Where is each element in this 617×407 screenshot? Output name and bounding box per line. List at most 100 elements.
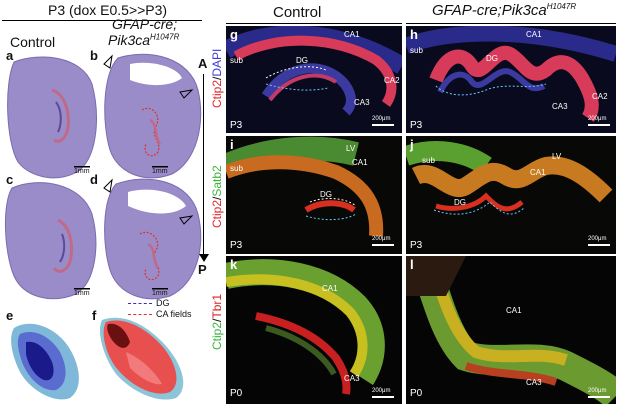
row1-ctip2: Ctip2 <box>210 79 224 108</box>
panel-h-letter: h <box>410 27 418 42</box>
left-mutant-header-line1: GFAP-cre; <box>112 16 178 32</box>
arrowhead-b-right <box>179 89 194 99</box>
panel-l-ca3: CA3 <box>526 378 542 387</box>
row2-sep: / <box>210 196 224 200</box>
panel-i-ca1: CA1 <box>352 158 368 167</box>
panel-j-image: j sub LV CA1 DG P3 200μm <box>406 136 616 254</box>
panel-g-image: g sub DG CA1 CA2 CA3 P3 200μm <box>226 26 402 133</box>
panel-k-age: P0 <box>230 388 243 399</box>
panel-h-age: P3 <box>410 120 423 131</box>
section-b <box>104 53 202 179</box>
legend-dg-label: DG <box>156 298 170 308</box>
panel-g-ca1: CA1 <box>344 30 360 39</box>
row2-ctip2: Ctip2 <box>210 199 224 228</box>
panel-j-letter: j <box>410 137 414 152</box>
section-a-hippocampus <box>51 88 70 143</box>
arrowhead-d-right <box>179 215 194 225</box>
panel-i-age: P3 <box>230 240 243 251</box>
panel-h-ca2: CA2 <box>592 92 608 101</box>
legend-ca-label: CA fields <box>156 309 192 319</box>
panel-l-letter: l <box>410 257 414 272</box>
panel-h-ca3: CA3 <box>552 102 568 111</box>
right-control-underline <box>226 23 402 24</box>
scale-label-c: 1mm <box>74 290 90 297</box>
panel-l-image: l CA1 CA3 P0 200μm <box>406 256 616 404</box>
nissl-sections <box>5 53 202 300</box>
panel-i-letter: i <box>230 137 234 152</box>
section-b-ca-fields <box>141 107 160 157</box>
arrowhead-d-top <box>103 178 113 193</box>
panel-h-dg: DG <box>486 54 498 63</box>
title-underline <box>2 20 202 21</box>
panel-k-ca1: CA1 <box>322 284 338 293</box>
left-mutant-gene: Pik3ca <box>108 32 151 48</box>
panel-label-b: b <box>90 48 98 63</box>
panel-l-scale: 200μm <box>588 388 607 394</box>
axis-posterior-label: P <box>198 262 207 277</box>
left-mutant-header-line2: Pik3caH1047R <box>108 32 179 48</box>
right-mutant-header: GFAP-cre;Pik3caH1047R <box>432 2 576 19</box>
panel-i-dg: DG <box>320 190 332 199</box>
reconstruction-e <box>11 323 79 400</box>
panel-k-letter: k <box>230 257 238 272</box>
panel-j-scale: 200μm <box>588 236 607 242</box>
panel-g-sub: sub <box>230 56 243 65</box>
right-control-header: Control <box>273 4 322 21</box>
panel-i-scalebar <box>372 244 394 246</box>
panel-g-letter: g <box>230 27 238 42</box>
row1-sep: / <box>210 76 224 80</box>
row2-satb2: Satb2 <box>210 165 224 197</box>
scalebar-a <box>74 166 90 168</box>
row3-sep: / <box>210 318 224 322</box>
row3-stain-label: Ctip2/Tbr1 <box>210 294 224 350</box>
row1-stain-label: Ctip2/DAPI <box>210 49 224 108</box>
panel-j-age: P3 <box>410 240 423 251</box>
panel-l-ca1: CA1 <box>506 306 522 315</box>
left-control-header: Control <box>10 34 56 50</box>
panel-j-sub: sub <box>422 156 435 165</box>
scale-label-d: 1mm <box>152 290 168 297</box>
section-d-ca-fields <box>139 231 160 281</box>
row1-dapi: DAPI <box>210 48 224 77</box>
panel-h-scalebar <box>588 124 610 126</box>
panel-label-d: d <box>90 172 98 187</box>
arrowhead-b-top <box>103 54 113 69</box>
scale-label-b: 1mm <box>152 168 168 175</box>
left-mutant-allele: H1047R <box>150 32 180 42</box>
scalebar-b <box>152 166 168 168</box>
scalebar-d <box>152 288 168 290</box>
panel-label-e: e <box>6 308 14 323</box>
reconstruction-f <box>99 317 184 400</box>
panel-l-scalebar <box>588 396 610 398</box>
panel-g-ca2: CA2 <box>384 76 400 85</box>
panel-k-scale: 200μm <box>372 388 391 394</box>
panel-h-scale: 200μm <box>588 116 607 122</box>
panel-label-f: f <box>92 308 97 323</box>
right-mutant-allele: H1047R <box>546 2 577 11</box>
panel-k-scalebar <box>372 396 394 398</box>
panel-h-image: h sub DG CA1 CA2 CA3 P3 200μm <box>406 26 616 133</box>
right-mutant-gene: GFAP-cre;Pik3ca <box>432 2 547 19</box>
right-mutant-underline <box>406 23 616 24</box>
panel-g-scalebar <box>372 124 394 126</box>
row3-tbr1: Tbr1 <box>210 293 224 319</box>
panel-j-scalebar <box>588 244 610 246</box>
section-a <box>7 56 97 179</box>
figure-title: P3 (dox E0.5>>P3) <box>48 2 168 18</box>
panel-label-c: c <box>6 172 14 187</box>
axis-arrowhead <box>199 254 209 262</box>
legend-dg-line <box>128 303 152 304</box>
row3-ctip2: Ctip2 <box>210 321 224 350</box>
panel-g-dg: DG <box>296 56 308 65</box>
panel-l-age: P0 <box>410 388 423 399</box>
panel-g-ca3: CA3 <box>354 98 370 107</box>
axis-line <box>203 74 204 256</box>
panel-i-image: i sub LV CA1 DG P3 200μm <box>226 136 402 254</box>
panel-h-ca1: CA1 <box>526 30 542 39</box>
panel-i-scale: 200μm <box>372 236 391 242</box>
panel-i-sub: sub <box>230 164 243 173</box>
panel-j-ca1: CA1 <box>530 168 546 177</box>
panel-i-lv: LV <box>346 144 356 153</box>
panel-label-a: a <box>6 48 14 63</box>
row2-stain-label: Ctip2/Satb2 <box>210 165 224 228</box>
